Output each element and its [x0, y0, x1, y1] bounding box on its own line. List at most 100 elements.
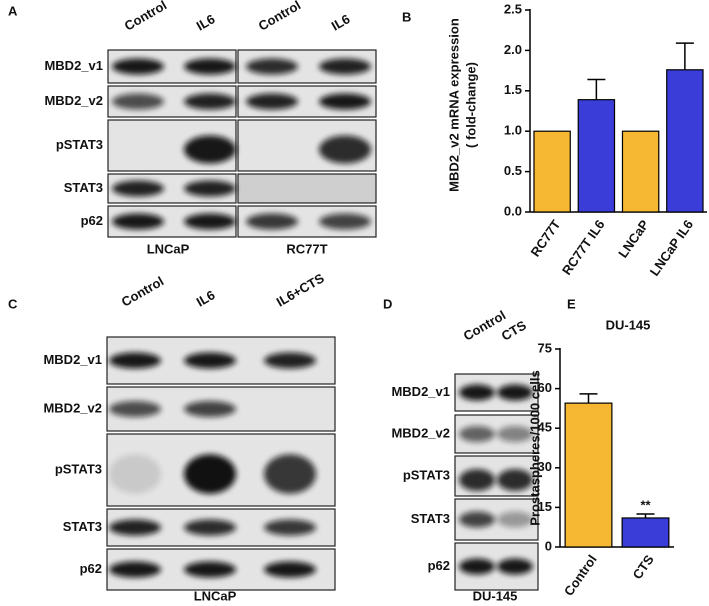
blot-band	[184, 213, 236, 230]
blot-band	[497, 426, 533, 442]
row-label: MBD2_v2	[391, 425, 450, 440]
row-label: pSTAT3	[403, 467, 450, 482]
blot-band	[184, 561, 236, 578]
blot-band	[459, 426, 495, 442]
bar-group	[621, 513, 670, 548]
row-label: MBD2_v2	[43, 400, 102, 415]
panel-label: D	[383, 296, 392, 311]
y-axis-label: Prostaspheres/1000 cells	[527, 370, 542, 525]
blot-band	[497, 469, 533, 491]
blot-band	[246, 213, 298, 230]
x-tick-label: LNCaP	[615, 217, 652, 261]
cell-line-label: LNCaP	[147, 241, 190, 256]
bar-group	[666, 42, 704, 213]
significance: **	[640, 497, 651, 512]
blot-band	[264, 519, 316, 536]
y-tick-label: 45	[538, 420, 552, 435]
x-tick-label: RC77T IL6	[559, 217, 608, 278]
panel-label: E	[567, 296, 576, 311]
y-axis-label: ( fold-change)	[463, 62, 478, 148]
column-label: IL6	[329, 11, 353, 33]
x-tick-label: RC77T	[527, 217, 563, 259]
blot-band	[184, 93, 236, 110]
column-label: Control	[461, 307, 509, 343]
blot-band	[497, 511, 533, 528]
y-tick-label: 0.0	[504, 203, 522, 218]
cell-line-label: LNCaP	[194, 588, 237, 601]
row-label: p62	[80, 561, 102, 576]
blot-band	[184, 58, 236, 75]
blot-band	[112, 213, 164, 230]
row-label: STAT3	[411, 511, 450, 526]
blot-band	[112, 93, 164, 110]
blot-band	[112, 58, 164, 75]
blot-band	[112, 180, 164, 197]
y-tick-label: 0.5	[504, 163, 522, 178]
blot-band	[497, 384, 533, 401]
blot-band	[264, 561, 316, 578]
y-tick-label: 0	[545, 538, 552, 553]
blot-band	[184, 454, 236, 494]
blot-band	[319, 213, 371, 230]
blot-band	[497, 558, 533, 575]
blot-band	[246, 58, 298, 75]
blot-band	[109, 352, 161, 369]
column-label: Control	[122, 0, 170, 34]
y-tick-label: 15	[538, 499, 552, 514]
bar-group	[533, 130, 571, 213]
bar	[533, 130, 571, 213]
bar-group	[577, 78, 616, 213]
row-label: pSTAT3	[56, 137, 103, 152]
x-tick-label: CTS	[630, 552, 657, 582]
bar-group	[564, 393, 613, 548]
blot-band	[319, 135, 371, 164]
bar	[621, 517, 670, 548]
blot-band	[459, 511, 495, 528]
y-tick-label: 2.0	[504, 42, 522, 57]
y-tick-label: 60	[538, 380, 552, 395]
bar-group	[621, 130, 660, 213]
row-label: STAT3	[64, 180, 103, 195]
bar	[666, 69, 704, 213]
y-tick-label: 75	[538, 340, 552, 355]
blot-band	[184, 180, 236, 197]
blot-strip	[237, 173, 377, 204]
bar	[621, 130, 660, 213]
column-label: IL6	[194, 287, 218, 309]
blot-band	[109, 519, 161, 536]
column-label: Control	[119, 273, 167, 309]
panel-label: B	[402, 9, 411, 24]
y-tick-label: 1.5	[504, 82, 522, 97]
column-label: Control	[256, 0, 304, 34]
blot-band	[319, 93, 371, 110]
column-label: IL6+CTS	[274, 270, 327, 309]
panel-label: C	[8, 296, 18, 311]
blot-band	[184, 519, 236, 536]
y-tick-label: 1.0	[504, 123, 522, 138]
blot-band	[109, 401, 161, 417]
blot-band	[459, 384, 495, 401]
cell-line-label: RC77T	[286, 241, 327, 256]
blot-band	[184, 352, 236, 369]
row-label: p62	[81, 213, 103, 228]
panel-label: A	[8, 3, 18, 18]
bar	[564, 402, 613, 548]
blot-band	[109, 454, 161, 494]
blot-band	[319, 58, 371, 75]
blot-band	[184, 401, 236, 417]
blot-band	[184, 135, 236, 164]
row-label: MBD2_v1	[43, 352, 102, 367]
row-label: MBD2_v1	[44, 58, 103, 73]
blot-band	[246, 93, 298, 110]
blot-band	[109, 561, 161, 578]
bar	[577, 99, 616, 213]
x-tick-label: LNCaP IL6	[647, 217, 696, 279]
y-tick-label: 30	[538, 459, 552, 474]
row-label: MBD2_v1	[391, 384, 450, 399]
column-label: IL6	[194, 11, 218, 33]
blot-band	[459, 469, 495, 491]
blot-band	[459, 558, 495, 575]
row-label: STAT3	[63, 519, 102, 534]
x-tick-label: Control	[561, 552, 600, 598]
